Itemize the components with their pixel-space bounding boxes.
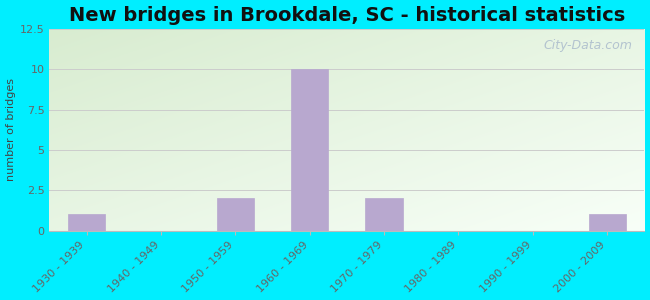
Title: New bridges in Brookdale, SC - historical statistics: New bridges in Brookdale, SC - historica… [69,6,625,25]
Bar [365,198,403,230]
Bar [68,214,105,230]
Bar [291,69,328,230]
Text: City-Data.com: City-Data.com [543,39,632,52]
Y-axis label: number of bridges: number of bridges [6,78,16,181]
Bar [589,214,626,230]
Bar [216,198,254,230]
